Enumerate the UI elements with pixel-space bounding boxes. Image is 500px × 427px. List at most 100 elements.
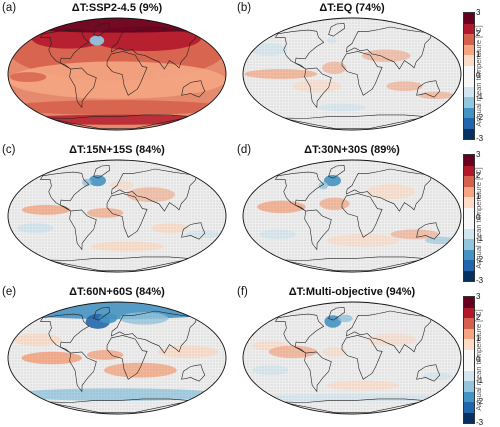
colorbar-swatch [464, 13, 474, 24]
colorbar-swatch [464, 328, 474, 339]
colorbar-tick-label: 1 [476, 334, 481, 343]
panel-d: (d) ΔT:30N+30S (89%) [237, 142, 467, 280]
colorbar-swatch [464, 339, 474, 350]
coastline [328, 165, 345, 179]
colorbar-swatch [464, 307, 474, 318]
coastline [346, 26, 433, 70]
coastline [106, 193, 148, 238]
panel-label: (f) [237, 286, 248, 298]
significance-stipple [243, 302, 461, 414]
map-border [7, 17, 227, 131]
colorbar-swatch [464, 270, 474, 281]
colorbar-swatch [464, 165, 474, 176]
colorbar-tick-label: -3 [476, 276, 484, 285]
colorbar-swatch [464, 381, 474, 392]
coastline [341, 51, 383, 96]
coastline [346, 168, 433, 212]
colorbar-tick-label: -2 [476, 113, 484, 122]
colorbar-swatch [464, 197, 474, 208]
coastline [93, 23, 110, 37]
colorbar-swatch [464, 128, 474, 139]
colorbar-swatch [464, 370, 474, 381]
coastline [69, 67, 97, 109]
colorbar-tick-label: 0 [476, 355, 481, 364]
world-map [7, 301, 227, 415]
coastline [304, 351, 332, 393]
panel-title: ΔT:SSP2-4.5 (9%) [71, 2, 163, 14]
coastline [69, 209, 97, 251]
coastline [181, 364, 206, 382]
colorbar-swatch [464, 186, 474, 197]
coastline [106, 335, 148, 380]
colorbar [463, 296, 475, 424]
colorbar-swatch [464, 76, 474, 87]
colorbar-swatch [464, 391, 474, 402]
panel-label: (c) [2, 144, 16, 156]
world-map [242, 17, 462, 131]
colorbar-tick-label: -3 [476, 134, 484, 143]
coastline [111, 26, 198, 70]
colorbar-swatch [464, 44, 474, 55]
coastline [39, 313, 90, 354]
map-border [242, 159, 462, 273]
colorbar-swatch [464, 228, 474, 239]
world-map [7, 159, 227, 273]
colorbar-swatch [464, 402, 474, 413]
panel-e: (e) ΔT:60N+60S (84%) [2, 284, 232, 422]
colorbar-tick-label: 1 [476, 50, 481, 59]
colorbar-tick-label: 2 [476, 171, 481, 180]
significance-stipple [243, 18, 461, 130]
colorbar-swatch [464, 239, 474, 250]
panel-b: (b) ΔT:EQ (74%) [237, 0, 467, 138]
coastline [328, 23, 345, 37]
coastline [341, 193, 383, 238]
colorbar-tick-label: 0 [476, 71, 481, 80]
coastline [341, 335, 383, 380]
colorbar-ticks: 3 2 1 0 -1 -2 -3 [476, 151, 490, 285]
colorbar-swatch [464, 55, 474, 66]
panel-label: (a) [2, 2, 17, 14]
colorbar-swatch [464, 107, 474, 118]
map-border [7, 301, 227, 415]
panel-title: ΔT:30N+30S (89%) [304, 144, 400, 156]
coastline [111, 310, 198, 354]
panel-a: (a) ΔT:SSP2-4.5 (9%) [2, 0, 232, 138]
colorbar-tick-label: -1 [476, 92, 484, 101]
panel-label: (e) [2, 286, 17, 298]
colorbar-swatch [464, 34, 474, 45]
coastline [280, 398, 427, 413]
map-border [7, 159, 227, 273]
coastline [304, 209, 332, 251]
colorbar-tick-label: 2 [476, 313, 481, 322]
world-map [7, 17, 227, 131]
panel-c: (c) ΔT:15N+15S (84%) [2, 142, 232, 280]
map-layer [8, 18, 226, 130]
coastline [106, 51, 148, 96]
colorbar-swatch [464, 297, 474, 308]
colorbar-swatch [464, 118, 474, 129]
coastline [45, 114, 192, 129]
panel-label: (b) [237, 2, 252, 14]
map-border [242, 17, 462, 131]
anomaly-region [8, 100, 226, 116]
coastline [39, 171, 90, 212]
colorbar-tick-label: -2 [476, 397, 484, 406]
coastline [280, 256, 427, 271]
colorbar-swatch [464, 260, 474, 271]
colorbar-tick-label: 3 [476, 150, 481, 159]
coastline [45, 256, 192, 271]
colorbar-swatch [464, 155, 474, 166]
colorbar-tick-label: 1 [476, 192, 481, 201]
coastline [328, 307, 345, 321]
colorbar-swatch [464, 97, 474, 108]
map-border [242, 301, 462, 415]
coastline [416, 364, 441, 382]
map-layer [8, 160, 226, 272]
colorbar [463, 154, 475, 282]
colorbar-swatch [464, 349, 474, 360]
coastline [274, 171, 325, 212]
anomaly-region [8, 114, 226, 125]
anomaly-region [9, 72, 47, 83]
coastline [45, 398, 192, 413]
colorbar [463, 12, 475, 140]
